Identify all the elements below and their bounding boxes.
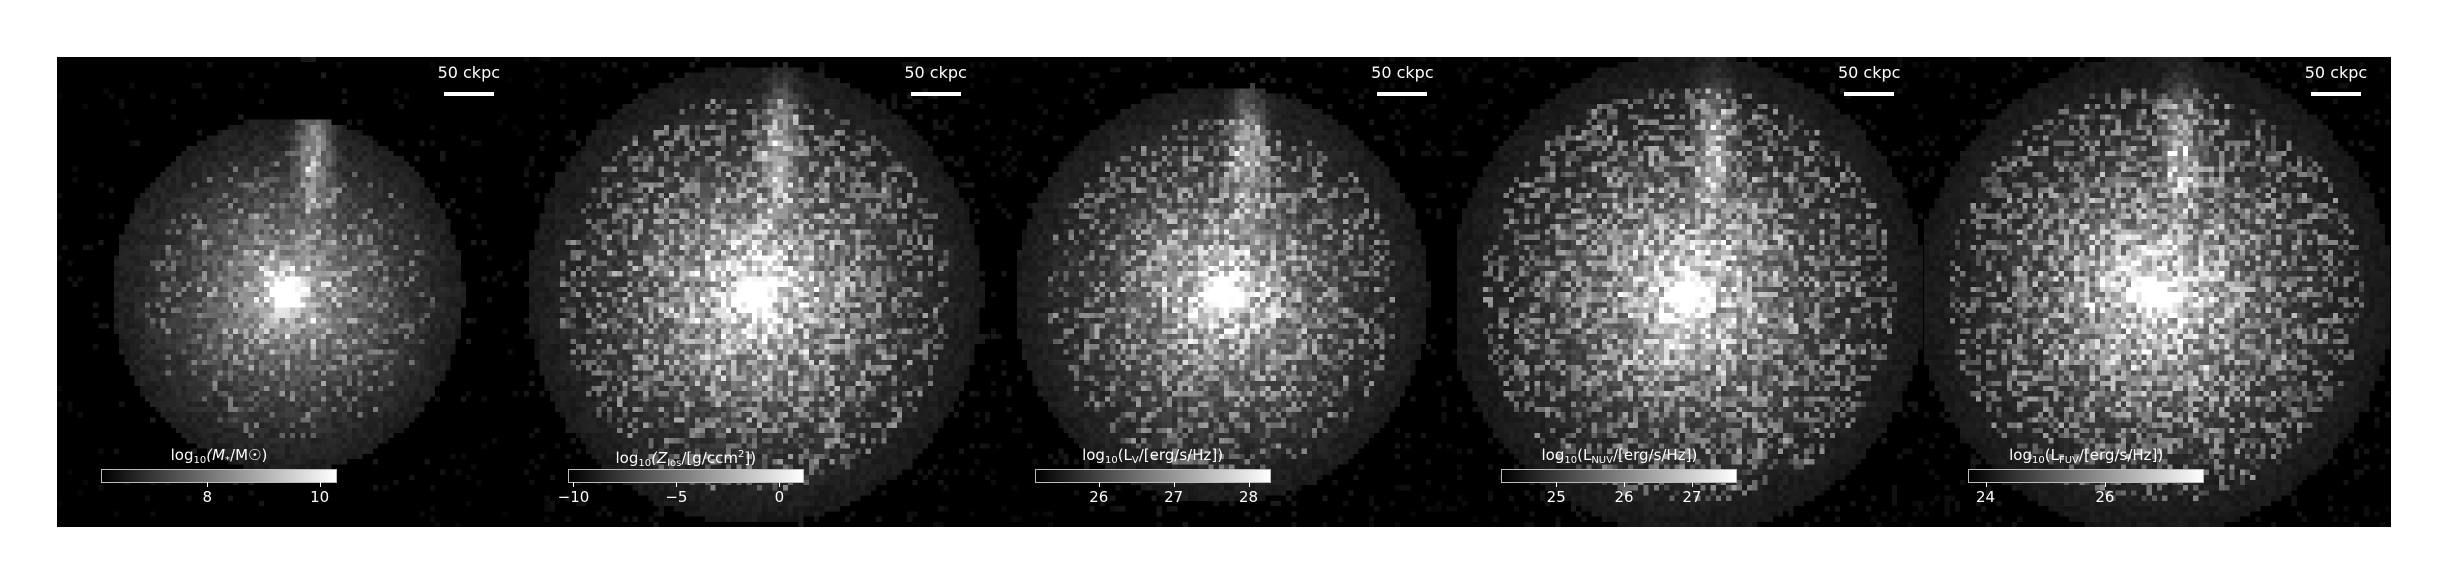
- colorbar-tick-label: 26: [1614, 488, 1634, 506]
- colorbar-tick-label: 25: [1546, 488, 1566, 506]
- lum-nuv-map: [1457, 57, 1924, 527]
- colorbar-tick: [676, 482, 678, 487]
- colorbar-tick-label: 24: [1976, 488, 1996, 506]
- scalebar-label: 50 ckpc: [1837, 63, 1901, 82]
- scalebar-line: [1844, 92, 1895, 96]
- colorbar-tick: [319, 482, 321, 487]
- colorbar-tick-label: 26: [1089, 488, 1109, 506]
- colorbar-tick-label: −5: [665, 488, 688, 506]
- scalebar: 50 ckpc: [2296, 63, 2376, 103]
- colorbar-gradient: [1034, 469, 1271, 483]
- colorbar-tick: [1098, 482, 1100, 487]
- scalebar-label: 50 ckpc: [2304, 63, 2368, 82]
- colorbar-tick-label: 26: [2095, 488, 2115, 506]
- panel-metals: 50 ckpc log10(Zlos/[g/ccm2]) −10 −5 0: [523, 57, 991, 527]
- colorbar-tick: [1556, 482, 1558, 487]
- colorbar-label: log10(M*/M☉): [170, 446, 268, 466]
- colorbar-tick: [1691, 482, 1693, 487]
- colorbar: log10(LV/[erg/s/Hz]) 26 27 28: [1034, 445, 1271, 515]
- colorbar-tick-label: 0: [774, 488, 785, 506]
- colorbar-label: log10(LNUV/[erg/s/Hz]): [1541, 446, 1698, 466]
- colorbar-tick-label: 10: [310, 488, 330, 506]
- colorbar-gradient: [1501, 469, 1738, 483]
- colorbar-label: log10(LFUV/[erg/s/Hz]): [2009, 446, 2164, 466]
- colorbar-tick-label: 27: [1682, 488, 1702, 506]
- scalebar: 50 ckpc: [429, 63, 509, 103]
- colorbar: log10(LNUV/[erg/s/Hz]) 25 26 27: [1501, 445, 1738, 515]
- colorbar-tick: [2104, 482, 2106, 487]
- figure-strip: 50 ckpc log10(M*/M☉) 8 10 50 ckpc log10(Z…: [57, 57, 2391, 527]
- scalebar-line: [2310, 92, 2361, 96]
- stellar-mass-map: [57, 57, 523, 527]
- colorbar: log10(Zlos/[g/ccm2]) −10 −5 0: [558, 445, 804, 515]
- panel-lum-fuv: 50 ckpc log10(LFUV/[erg/s/Hz]) 24 26: [1924, 57, 2391, 527]
- panel-lum-v: 50 ckpc log10(LV/[erg/s/Hz]) 26 27 28: [990, 57, 1458, 527]
- lum-v-map: [990, 57, 1457, 527]
- scalebar: 50 ckpc: [1362, 63, 1442, 103]
- colorbar-tick-label: 28: [1238, 488, 1259, 506]
- scalebar: 50 ckpc: [1829, 63, 1909, 103]
- colorbar-tick: [207, 482, 209, 487]
- colorbar-tick: [1173, 482, 1175, 487]
- scalebar-label: 50 ckpc: [1371, 63, 1434, 82]
- colorbar-tick: [573, 482, 575, 487]
- scalebar-line: [443, 92, 494, 96]
- colorbar-tick-label: 27: [1164, 488, 1184, 506]
- scalebar: 50 ckpc: [896, 63, 976, 103]
- colorbar-tick: [1624, 482, 1626, 487]
- colorbar: log10(LFUV/[erg/s/Hz]) 24 26: [1968, 445, 2205, 515]
- panel-lum-nuv: 50 ckpc log10(LNUV/[erg/s/Hz]) 25 26 27: [1457, 57, 1925, 527]
- colorbar-label: log10(Zlos/[g/ccm2]): [615, 449, 757, 469]
- colorbar-tick: [1248, 482, 1250, 487]
- metals-map: [523, 57, 990, 527]
- scalebar-label: 50 ckpc: [437, 63, 501, 82]
- colorbar-label: log10(LV/[erg/s/Hz]): [1082, 446, 1224, 466]
- lum-fuv-map: [1924, 57, 2391, 527]
- scalebar-line: [1377, 92, 1428, 96]
- scalebar-label: 50 ckpc: [904, 63, 967, 82]
- colorbar-gradient: [567, 469, 804, 483]
- colorbar-gradient: [101, 469, 337, 483]
- colorbar-tick: [779, 482, 781, 487]
- colorbar-tick-label: −10: [557, 488, 590, 506]
- colorbar-gradient: [1968, 469, 2205, 483]
- panel-stellar-mass: 50 ckpc log10(M*/M☉) 8 10: [57, 57, 524, 527]
- colorbar-tick-label: 8: [202, 488, 213, 506]
- colorbar: log10(M*/M☉) 8 10: [101, 445, 337, 515]
- scalebar-line: [910, 92, 961, 96]
- colorbar-tick: [1985, 482, 1987, 487]
